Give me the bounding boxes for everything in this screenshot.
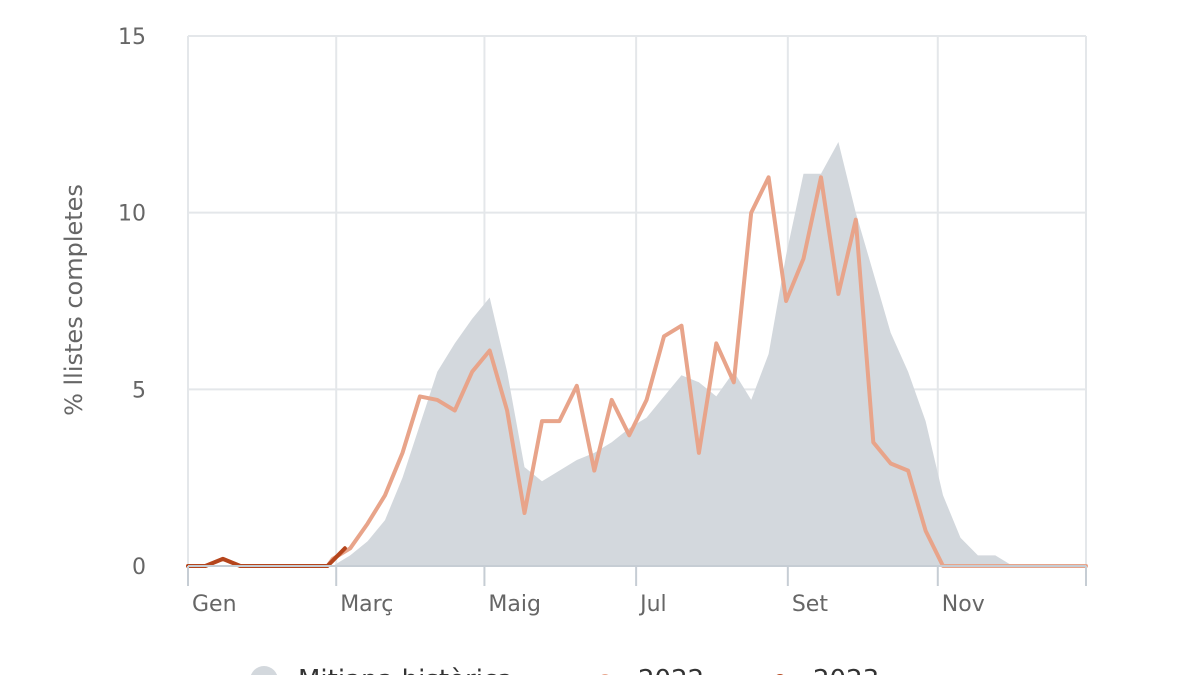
- x-tick-label: Gen: [192, 592, 237, 617]
- x-tick-label: Març: [340, 592, 393, 617]
- y-tick-labels: 0 5 10 15: [118, 25, 146, 580]
- legend-label: 2023: [813, 665, 879, 675]
- grid: [187, 35, 1087, 566]
- x-tick-label: Jul: [638, 592, 667, 617]
- x-tick-label: Nov: [942, 592, 985, 617]
- y-axis-label: % llistes completes: [60, 184, 88, 416]
- legend-label: Mitjana històrica: [298, 665, 513, 675]
- legend-item-2023[interactable]: 2023: [765, 665, 879, 675]
- y-tick-label: 5: [132, 378, 146, 403]
- series-area-mitjana: [188, 142, 1086, 566]
- y-tick-label: 10: [118, 202, 146, 227]
- legend-symbol: [250, 666, 278, 675]
- x-tick-labels: Gen Març Maig Jul Set Nov: [192, 592, 985, 617]
- y-tick-label: 15: [118, 25, 146, 50]
- area-layer: [188, 142, 1086, 566]
- legend-label: 2022: [638, 665, 704, 675]
- legend-item-2022[interactable]: 2022: [590, 665, 704, 675]
- legend-item-mitjana[interactable]: Mitjana històrica: [250, 665, 513, 675]
- series-line-2023: [186, 546, 347, 568]
- legend: Mitjana històrica 2022 2023: [250, 665, 879, 675]
- axis-layer: [187, 565, 1087, 586]
- x-tick-label: Set: [792, 592, 829, 617]
- x-tick-label: Maig: [488, 592, 541, 617]
- y-tick-label: 0: [132, 555, 146, 580]
